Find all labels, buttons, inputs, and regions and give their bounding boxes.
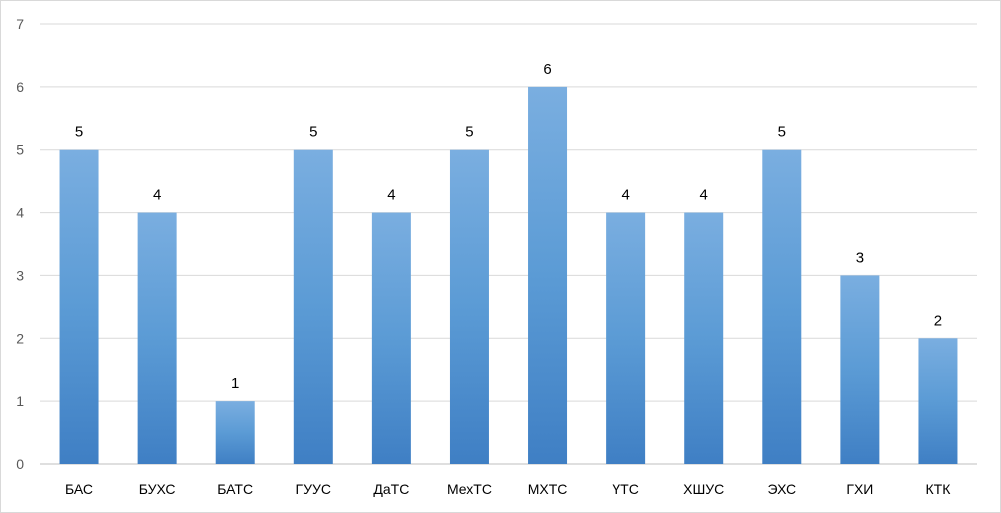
y-tick-label: 4 — [16, 205, 24, 221]
x-tick-label: БАС — [65, 481, 93, 497]
bar-11 — [840, 275, 880, 464]
bar-1 — [59, 149, 99, 464]
bar-3 — [215, 401, 255, 464]
x-tick-label: МХТС — [528, 481, 568, 497]
x-tick-label: ДаТС — [373, 481, 409, 497]
y-tick-label: 7 — [16, 16, 24, 32]
x-tick-label: МехТС — [447, 481, 492, 497]
data-label: 4 — [621, 187, 629, 204]
x-tick-label: ХШУС — [683, 481, 724, 497]
data-label: 4 — [387, 187, 395, 204]
x-tick-label: КТК — [926, 481, 952, 497]
data-label: 6 — [543, 61, 551, 78]
data-label: 2 — [934, 312, 942, 329]
x-axis-ticks: БАС БУХС БАТС ГУУС ДаТС МехТС МХТС ҮТС ХШУС ЭХС ГХ… — [65, 481, 951, 497]
bar-10 — [762, 149, 802, 464]
x-tick-label: ГУУС — [296, 481, 331, 497]
bar-7 — [528, 86, 568, 464]
y-tick-label: 0 — [16, 456, 24, 472]
bar-6 — [449, 149, 489, 464]
data-label: 3 — [856, 249, 864, 266]
y-tick-label: 3 — [16, 267, 24, 283]
bars — [59, 86, 958, 464]
data-label: 5 — [465, 124, 473, 141]
y-tick-label: 6 — [16, 79, 24, 95]
data-labels: 5 4 1 5 4 5 6 4 4 5 3 2 — [75, 61, 942, 392]
y-axis-ticks: 0 1 2 3 4 5 6 7 — [16, 16, 24, 472]
x-tick-label: БАТС — [217, 481, 253, 497]
y-tick-label: 5 — [16, 142, 24, 158]
gridlines — [40, 23, 977, 465]
bar-2 — [137, 212, 177, 464]
x-tick-label: БУХС — [139, 481, 176, 497]
x-tick-label: ЭХС — [768, 481, 797, 497]
data-label: 1 — [231, 375, 239, 392]
data-label: 4 — [700, 187, 708, 204]
bar-5 — [371, 212, 411, 464]
x-tick-label: ҮТС — [612, 481, 638, 497]
bar-12 — [918, 338, 958, 464]
data-label: 5 — [778, 124, 786, 141]
data-label: 5 — [75, 124, 83, 141]
bar-9 — [684, 212, 724, 464]
bar-8 — [606, 212, 646, 464]
y-tick-label: 2 — [16, 330, 24, 346]
bar-4 — [293, 149, 333, 464]
data-label: 5 — [309, 124, 317, 141]
x-tick-label: ГХИ — [846, 481, 873, 497]
y-tick-label: 1 — [16, 393, 24, 409]
data-label: 4 — [153, 187, 161, 204]
